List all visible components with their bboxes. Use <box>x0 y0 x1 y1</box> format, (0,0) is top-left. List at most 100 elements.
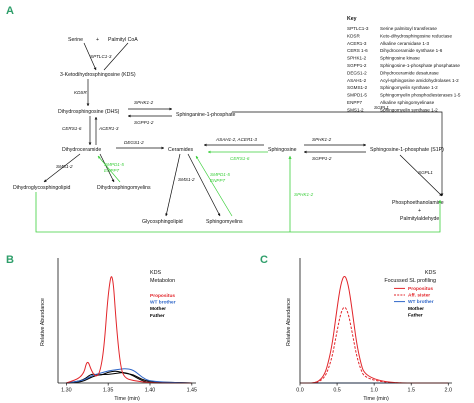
key-full-name: Sphingosine kinase <box>380 56 420 61</box>
panel-b-letter: B <box>6 254 14 266</box>
x-tick-label: 0.5 <box>333 388 341 394</box>
enz-sgpl-a: SGPL1 <box>374 105 389 110</box>
legend-label: Propositus <box>150 293 175 299</box>
enz-cers-a: CERS1-6 <box>62 126 82 131</box>
x-tick-label: 1.0 <box>370 388 378 394</box>
x-tick-label: 1.35 <box>103 388 114 394</box>
chart-b-ticks: 1.30 1.35 1.40 1.45 <box>61 383 197 394</box>
chart-c-annotation-1: KDS <box>425 270 436 276</box>
series-line-father <box>66 372 192 384</box>
key-full-name: Serine palmitoyl transferase <box>380 26 437 31</box>
key-abbr: ASAH1-2 <box>347 78 367 83</box>
x-tick-label: 1.45 <box>187 388 198 394</box>
key-abbr: SGMS1-2 <box>347 85 368 90</box>
key-full-name: Sphingomyelin phosphodiesterases 1-5 <box>380 93 461 98</box>
chart-c-ticks: 0.0 0.5 1.0 1.5 2.0 <box>296 383 452 394</box>
met-glycosphingolipid: Glycosphingolipid <box>142 219 183 225</box>
enz-acer-a: ACER1-3 <box>98 126 119 131</box>
arrow-palmitoyl-join <box>103 42 129 71</box>
arrow-dhcer-to-dhsm <box>99 153 115 183</box>
met-phosphoethanolamine: Phosphoethanolamine <box>392 200 444 206</box>
enz-sphk-c: SPHK1-2 <box>294 192 314 197</box>
x-tick-label: 2.0 <box>445 388 453 394</box>
met-dihydroglycosphingolipid: Dihydroglycosphingolipid <box>13 185 70 191</box>
key-full-name: Sphingomyelin synthase 1-2 <box>380 85 438 90</box>
x-tick-label: 1.40 <box>145 388 156 394</box>
met-dihydrosphingomyelins: Dihydrosphingomyelins <box>97 185 151 191</box>
legend-label: Mother <box>408 306 424 312</box>
enz-sms-a: SMS1-2 <box>56 164 73 169</box>
key-full-name: Sphingosine-1-phosphate phosphatase <box>380 63 460 68</box>
green-path-to-pe <box>35 192 442 233</box>
key-abbr: KDSR <box>347 33 360 38</box>
arrow-cer-to-glyco <box>165 153 181 217</box>
series-line-wt-brother <box>66 368 192 384</box>
enz-sgpp-b: SGPP1-2 <box>312 156 332 161</box>
key-full-name: Dihydroceramide desaturase <box>380 70 439 75</box>
green-arrow-sm-to-cer <box>195 155 233 217</box>
met-kds: 3-Ketodihydrosphingosine (KDS) <box>60 72 136 78</box>
enz-sgpp-a: SGPP1-2 <box>134 120 154 125</box>
met-sphingosine: Sphingosine <box>268 147 297 153</box>
met-ceramides: Ceramides <box>168 147 193 153</box>
legend-label: Father <box>150 313 165 319</box>
key-abbr: SPTLC1-3 <box>347 26 369 31</box>
enz-sphk-b: SPHK1-2 <box>312 137 332 142</box>
key-title: Key <box>347 16 357 22</box>
key-abbr: SPHK1-2 <box>347 56 367 61</box>
key-abbr: ACER1-3 <box>347 41 367 46</box>
key-full-name: Dihydroceramide synthase 1-6 <box>380 48 443 53</box>
legend-label: Mother <box>150 306 166 312</box>
arrow-dhcer-to-dhglyco <box>43 153 81 183</box>
chart-c-xlabel: Time (min) <box>363 396 389 402</box>
enz-smpd-a-2: ENPP7 <box>104 168 120 173</box>
enz-asah: ASAH1-2, ACER1-3 <box>215 137 257 142</box>
key-full-name: Alkaline ceramidase 1-3 <box>380 41 429 46</box>
key-full-name: Keto-dihydrosphingosine reductase <box>380 33 452 38</box>
enz-sphk-a: SPHK1-2 <box>134 100 154 105</box>
met-s1p: Sphingosine-1-phosphate (S1P) <box>370 147 444 153</box>
met-dihydroceramide: Dihydroceramide <box>62 147 101 153</box>
green-arrow-dhsm-to-dhcer <box>97 155 121 183</box>
arrow-sa1p-to-pe <box>232 111 444 197</box>
enz-smpd-b-1: SMPD1-5 <box>210 172 230 177</box>
series-line-aff-sister <box>300 306 449 384</box>
chart-c-annotation-2: Focussed SL profiling <box>384 278 436 284</box>
chart-c-ylabel: Relative Abundance <box>286 298 292 346</box>
met-plus-2: + <box>418 208 421 214</box>
chart-b: 1.30 1.35 1.40 1.45 Relative Abundance Time… <box>40 258 197 402</box>
pathway-diagram: Serine + Palmityl CoA 3-Ketodihydrosphin… <box>13 37 444 233</box>
arrow-serine-to-kds <box>83 42 97 71</box>
chart-c-plot <box>300 276 449 384</box>
met-sphingomyelins: Sphingomyelins <box>206 219 243 225</box>
enz-sptlc: SPTLC1-3 <box>90 54 112 59</box>
met-palmitoyl-coa: Palmityl CoA <box>108 37 138 43</box>
series-line-mother <box>66 370 192 384</box>
met-plus: + <box>96 37 99 43</box>
legend-label: Father <box>408 312 423 318</box>
legend-label: Propositus <box>408 286 433 292</box>
enz-smpd-b-2: ENPP7 <box>210 178 226 183</box>
panel-a-letter: A <box>6 5 14 17</box>
met-palmitylaldehyde: Palmitylaldehyde <box>400 216 439 222</box>
key-abbr: ENPP7 <box>347 100 363 105</box>
key-abbr: SGPP1-2 <box>347 63 367 68</box>
key-abbr: SMS1-2 <box>347 107 364 112</box>
key-legend: Key SPTLC1-3 Serine palmitoyl transferase… <box>347 16 461 112</box>
enz-sms-b: SMS1-2 <box>178 177 195 182</box>
chart-b-xlabel: Time (min) <box>114 396 140 402</box>
met-sphinganine-1-phosphate: Sphinganine-1-phosphate <box>176 112 236 118</box>
key-full-name: Acyl-sphingosine amidohydrolases 1-2 <box>380 78 459 83</box>
key-rows: SPTLC1-3 Serine palmitoyl transferase KDSR… <box>347 26 461 112</box>
panel-c-letter: C <box>260 254 268 266</box>
legend-label: Aff. sister <box>408 293 430 299</box>
series-line-propositus <box>300 276 449 384</box>
enz-degs: DEGS1-2 <box>124 140 144 145</box>
enz-sgpl-b: SGPL1 <box>418 170 433 175</box>
x-tick-label: 1.30 <box>61 388 72 394</box>
x-tick-label: 0.0 <box>296 388 304 394</box>
